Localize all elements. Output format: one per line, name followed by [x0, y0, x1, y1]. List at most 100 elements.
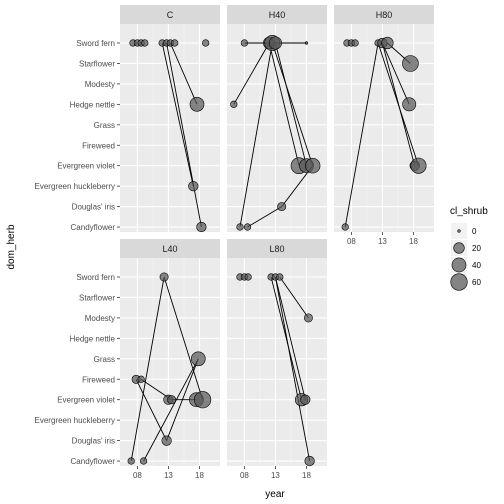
data-point	[410, 157, 427, 174]
data-point	[300, 394, 311, 405]
panel-background	[227, 24, 327, 232]
x-tick-label: 18	[302, 471, 311, 480]
facet-strip-label: C	[167, 10, 174, 20]
y-tick-label: Grass	[94, 355, 115, 364]
x-tick-label: 13	[164, 471, 173, 480]
data-point	[196, 221, 207, 233]
data-point	[167, 395, 177, 405]
data-point	[240, 39, 249, 47]
data-point	[189, 96, 205, 112]
y-tick-label: Modesty	[85, 80, 115, 89]
y-tick-label: Grass	[94, 121, 115, 130]
data-point	[171, 39, 179, 47]
data-point	[194, 391, 212, 409]
legend-key-point	[451, 257, 467, 273]
legend-label: 0	[472, 227, 477, 236]
panel-l80: L80 08 13 18	[227, 239, 327, 480]
data-point	[127, 457, 135, 465]
data-point	[304, 455, 315, 467]
x-tick-label: 08	[133, 471, 142, 480]
data-point	[268, 36, 282, 50]
y-tick-label: Fireweed	[82, 141, 115, 150]
series-path	[381, 42, 410, 105]
y-tick-label: Evergreen huckleberry	[35, 416, 115, 425]
legend-key-point	[453, 242, 465, 254]
y-tick-label: Douglas' iris	[72, 437, 115, 446]
y-axis-title: dom_herb	[6, 224, 17, 269]
y-tick-label: Evergreen violet	[57, 396, 116, 405]
data-point	[276, 273, 284, 281]
y-tick-label: Hedge nettle	[70, 100, 116, 109]
data-point	[402, 97, 417, 112]
panel-background	[334, 24, 434, 232]
panel-c: C Sword fern Starflower Modesty Hedge nettle…	[35, 5, 220, 233]
series-path	[166, 42, 202, 228]
facet-strip-label: H40	[269, 10, 286, 20]
facet-strip	[227, 5, 327, 24]
legend-label: 20	[472, 244, 481, 253]
data-point	[202, 39, 210, 47]
facet-panels: C Sword fern Starflower Modesty Hedge nettle…	[35, 5, 434, 480]
data-point	[305, 158, 321, 174]
x-tick-label: 08	[347, 237, 356, 246]
y-tick-label: Evergreen huckleberry	[35, 182, 115, 191]
series-path	[161, 42, 194, 187]
legend-keys: 0 20 40 60	[450, 223, 481, 291]
x-tick-label: 13	[271, 471, 280, 480]
data-point	[139, 457, 148, 465]
series-path	[143, 358, 199, 462]
panel-h40: H40	[227, 5, 327, 232]
legend-label: 40	[472, 261, 481, 270]
data-point	[188, 181, 199, 192]
data-point	[304, 41, 309, 45]
series-path	[270, 276, 302, 400]
facet-strip-label: L40	[162, 244, 177, 254]
data-point	[190, 351, 206, 367]
data-point	[230, 100, 238, 108]
data-point	[243, 223, 252, 231]
x-tick-label: 13	[378, 237, 387, 246]
y-tick-label: Modesty	[85, 314, 115, 323]
y-tick-label: Candyflower	[71, 457, 116, 466]
data-point	[303, 313, 313, 323]
series-path	[169, 42, 198, 105]
panel-background	[120, 24, 220, 232]
series-path	[274, 276, 306, 400]
data-point	[277, 202, 287, 212]
data-point	[141, 39, 149, 47]
y-tick-label: Candyflower	[71, 223, 116, 232]
y-tick-label: Fireweed	[82, 375, 115, 384]
x-tick-label: 18	[195, 471, 204, 480]
data-point	[244, 273, 252, 281]
y-tick-label: Sword fern	[76, 39, 115, 48]
panel-h80: H80 08 13 18	[334, 5, 434, 246]
facet-strip-label: H80	[376, 10, 393, 20]
facet-strip	[334, 5, 434, 24]
data-point	[159, 272, 169, 282]
y-tick-label: Starflower	[79, 59, 115, 68]
data-point	[402, 55, 419, 72]
data-point	[381, 36, 394, 50]
facet-strip	[120, 239, 220, 258]
data-point	[341, 223, 349, 231]
legend-label: 60	[472, 278, 481, 287]
x-tick-label: 08	[240, 471, 249, 480]
data-point	[161, 435, 172, 446]
series-path	[274, 276, 311, 462]
facet-strip	[120, 5, 220, 24]
facet-strip	[227, 239, 327, 258]
legend-title: cl_shrub	[450, 206, 488, 217]
y-tick-label: Evergreen violet	[57, 162, 116, 171]
panel-l40: L40 Sword fern Starflower Modesty Hedge nett…	[35, 239, 220, 480]
facet-strip-label: L80	[269, 244, 284, 254]
legend-key-point	[450, 273, 468, 291]
series-path	[279, 276, 309, 319]
panel-background	[227, 258, 327, 466]
series-path	[381, 42, 416, 166]
x-axis-title: year	[265, 489, 285, 500]
legend-key-point	[457, 229, 461, 233]
x-tick-label: 18	[409, 237, 418, 246]
y-tick-label: Sword fern	[76, 273, 115, 282]
y-tick-label: Starflower	[79, 293, 115, 302]
